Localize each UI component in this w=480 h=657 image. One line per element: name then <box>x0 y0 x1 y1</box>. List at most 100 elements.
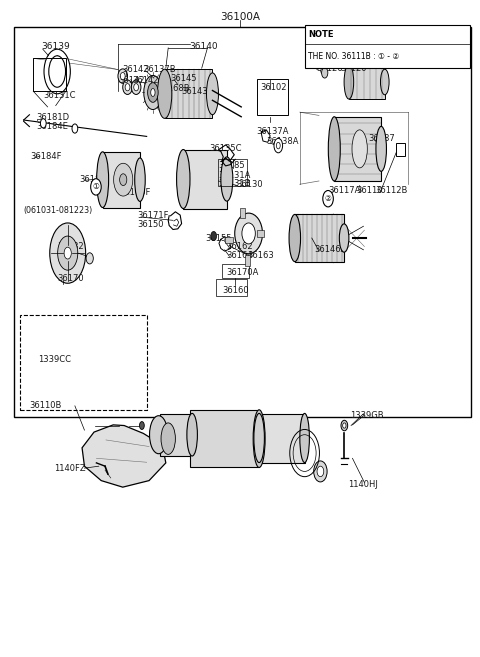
Bar <box>216 279 247 296</box>
Text: ①: ① <box>93 183 99 191</box>
Ellipse shape <box>144 76 162 110</box>
Ellipse shape <box>322 68 328 78</box>
Ellipse shape <box>132 80 141 95</box>
Ellipse shape <box>50 223 85 283</box>
Ellipse shape <box>72 124 78 133</box>
Text: 36131A: 36131A <box>218 171 251 179</box>
Text: 36139: 36139 <box>41 42 70 51</box>
Text: 36131B: 36131B <box>218 179 251 188</box>
Ellipse shape <box>114 164 133 196</box>
Ellipse shape <box>235 213 263 254</box>
Text: 36185: 36185 <box>218 162 245 170</box>
Text: 36117A: 36117A <box>328 187 360 195</box>
Ellipse shape <box>300 413 310 463</box>
Text: 36143A: 36143A <box>181 87 214 96</box>
Text: 36146A: 36146A <box>314 245 347 254</box>
Text: 1140HJ: 1140HJ <box>348 480 378 489</box>
Text: 36182: 36182 <box>57 242 84 251</box>
Ellipse shape <box>125 83 130 91</box>
Ellipse shape <box>151 89 155 97</box>
Ellipse shape <box>276 143 280 149</box>
Ellipse shape <box>86 253 93 264</box>
Bar <box>159 414 192 457</box>
Ellipse shape <box>150 416 168 454</box>
Ellipse shape <box>376 126 386 171</box>
Text: 36126: 36126 <box>317 64 343 74</box>
Text: THE NO. 36111B : ① - ②: THE NO. 36111B : ① - ② <box>309 53 400 61</box>
Bar <box>295 214 344 261</box>
Text: 36142: 36142 <box>132 76 159 85</box>
Ellipse shape <box>44 49 71 94</box>
Ellipse shape <box>343 423 346 428</box>
Ellipse shape <box>206 73 218 115</box>
Bar <box>225 237 233 243</box>
Ellipse shape <box>64 247 72 259</box>
Ellipse shape <box>123 80 132 95</box>
Bar <box>20 315 147 411</box>
Ellipse shape <box>323 191 333 207</box>
Bar <box>257 230 264 237</box>
Bar <box>259 414 305 463</box>
Text: 36102: 36102 <box>261 83 287 92</box>
Text: 36120: 36120 <box>340 64 367 74</box>
Ellipse shape <box>314 59 321 69</box>
Bar <box>334 117 381 181</box>
Ellipse shape <box>344 65 354 99</box>
Ellipse shape <box>49 56 66 87</box>
Ellipse shape <box>177 150 190 208</box>
Text: 36110: 36110 <box>356 187 383 195</box>
Text: 36162: 36162 <box>227 242 253 251</box>
Text: NOTE: NOTE <box>309 30 334 39</box>
Ellipse shape <box>40 119 46 128</box>
Text: 36171F: 36171F <box>137 212 168 220</box>
Text: 43160F: 43160F <box>120 189 151 197</box>
Bar <box>396 143 405 156</box>
Ellipse shape <box>341 420 348 431</box>
Ellipse shape <box>187 413 197 456</box>
Bar <box>165 69 213 118</box>
Text: 36184E: 36184E <box>36 122 69 131</box>
Text: (061031-081223): (061031-081223) <box>24 206 93 215</box>
Text: 36170A: 36170A <box>227 268 259 277</box>
Text: ②: ② <box>324 194 332 203</box>
Bar <box>305 25 470 68</box>
Text: 1140FZ: 1140FZ <box>54 464 86 473</box>
Bar <box>190 410 259 468</box>
Bar <box>183 150 227 208</box>
Ellipse shape <box>120 173 127 185</box>
Text: 36184F: 36184F <box>30 152 62 161</box>
Ellipse shape <box>134 83 139 91</box>
Text: 36140: 36140 <box>190 42 218 51</box>
Text: 36142: 36142 <box>118 76 144 85</box>
Ellipse shape <box>140 422 144 430</box>
Bar <box>218 160 247 185</box>
Text: 36130: 36130 <box>237 180 263 189</box>
Text: 36112B: 36112B <box>375 187 408 195</box>
Text: 36127: 36127 <box>306 51 333 60</box>
Ellipse shape <box>352 130 367 168</box>
Text: 1339CC: 1339CC <box>38 355 71 365</box>
Ellipse shape <box>254 413 264 463</box>
Text: 36181D: 36181D <box>36 113 70 122</box>
Ellipse shape <box>91 179 101 195</box>
Text: 36137B: 36137B <box>144 65 176 74</box>
Text: 36135C: 36135C <box>209 144 241 152</box>
Bar <box>349 65 385 99</box>
Ellipse shape <box>253 410 265 468</box>
Bar <box>240 208 245 218</box>
Text: 36137A: 36137A <box>257 127 289 136</box>
Text: 36145: 36145 <box>170 74 197 83</box>
Text: 36160: 36160 <box>222 286 249 295</box>
Ellipse shape <box>120 72 125 79</box>
Text: 36183: 36183 <box>80 175 107 183</box>
Bar <box>14 27 471 417</box>
Ellipse shape <box>135 158 145 202</box>
Text: 36150: 36150 <box>137 219 164 229</box>
Ellipse shape <box>242 223 255 244</box>
Bar <box>257 79 288 116</box>
Polygon shape <box>82 425 166 487</box>
Text: 36100A: 36100A <box>220 12 260 22</box>
Ellipse shape <box>118 69 128 83</box>
Text: 36168B: 36168B <box>157 84 190 93</box>
Text: 36138A: 36138A <box>266 137 299 146</box>
